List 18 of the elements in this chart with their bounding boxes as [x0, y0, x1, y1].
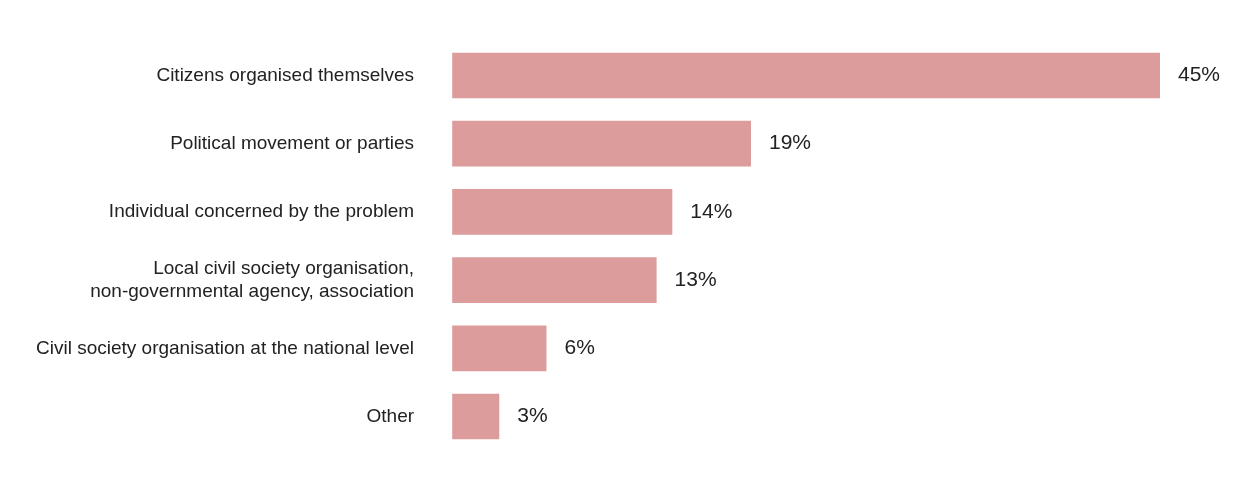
bar [452, 52, 1160, 99]
data-label: 19% [768, 130, 812, 154]
y-tick-label: Individual concerned by the problem [108, 200, 415, 222]
y-tick-label: Civil society organisation at the national level [35, 336, 415, 358]
data-label: 6% [564, 335, 595, 359]
bar [452, 257, 657, 303]
bar [452, 189, 673, 235]
data-label: 13% [674, 266, 717, 290]
bar [452, 120, 751, 167]
data-label: 3% [517, 403, 548, 427]
y-tick-label: Other [366, 404, 415, 426]
data-label: 45% [1178, 62, 1221, 86]
y-tick-label: Local civil society organisation, non-governmental agency, association [90, 256, 415, 301]
bar [452, 325, 547, 372]
y-tick-label: Political movement or parties [170, 131, 415, 153]
y-tick-label: Citizens organised themselves [156, 63, 415, 85]
data-label: 14% [690, 198, 733, 222]
bar [452, 393, 500, 440]
